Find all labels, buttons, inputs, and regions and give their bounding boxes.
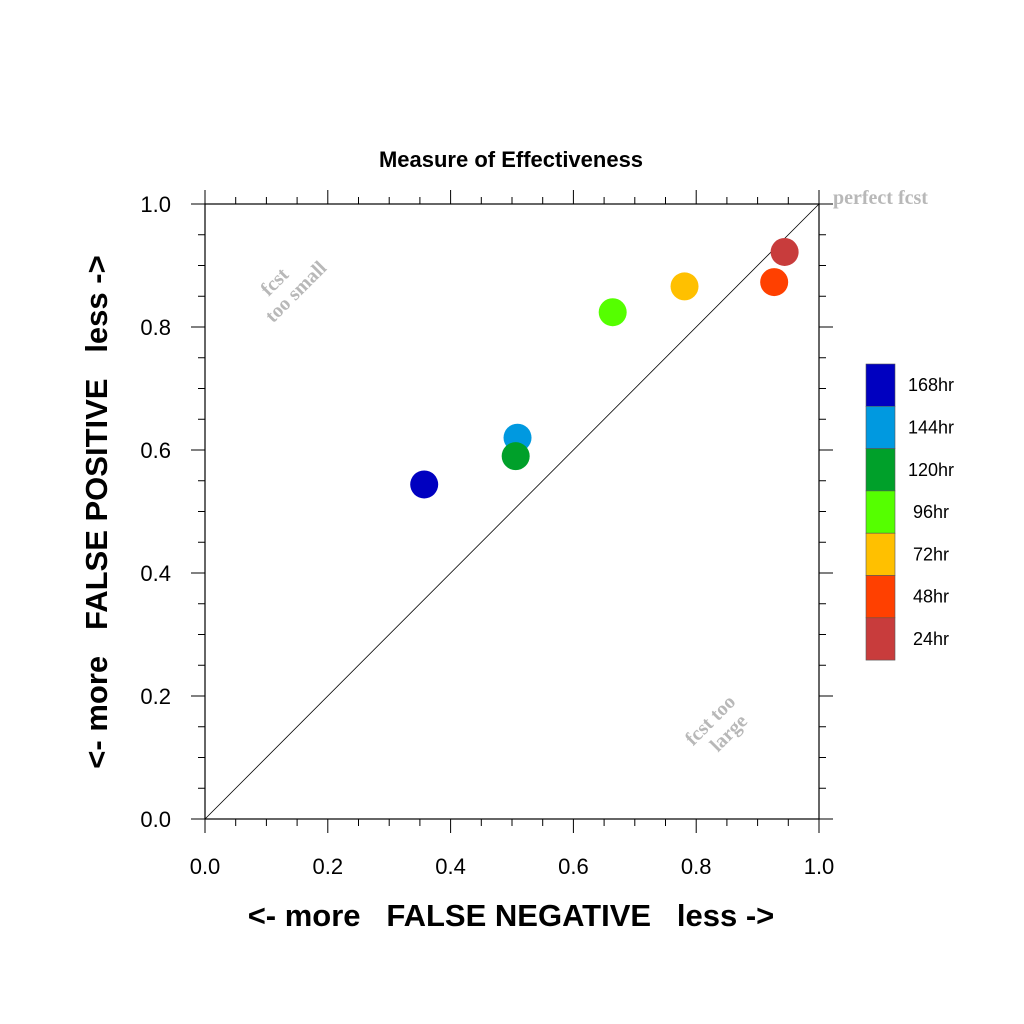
legend-label-168hr: 168hr bbox=[908, 375, 954, 395]
legend-swatch-120hr bbox=[865, 448, 896, 492]
legend-label-96hr: 96hr bbox=[913, 502, 949, 522]
legend-label-120hr: 120hr bbox=[908, 460, 954, 480]
legend-swatch-48hr bbox=[865, 575, 896, 619]
legend-swatch-24hr bbox=[865, 617, 896, 661]
x-axis-label: <- more FALSE NEGATIVE less -> bbox=[248, 898, 775, 933]
too-small-annotation: fcst too small bbox=[256, 257, 331, 327]
data-points bbox=[410, 237, 799, 499]
point-48hr bbox=[760, 268, 789, 297]
y-tick-label: 0.4 bbox=[140, 561, 171, 586]
y-tick-label: 0.0 bbox=[140, 807, 171, 832]
x-tick-label: 0.6 bbox=[558, 854, 589, 879]
too-large-annotation: fcst too large bbox=[681, 691, 752, 756]
x-tick-label: 1.0 bbox=[804, 854, 835, 879]
point-120hr bbox=[501, 442, 530, 471]
y-tick-label: 0.6 bbox=[140, 438, 171, 463]
x-tick-label: 0.4 bbox=[435, 854, 466, 879]
y-tick-label: 1.0 bbox=[140, 192, 171, 217]
legend-swatch-144hr bbox=[865, 405, 896, 449]
y-axis-label: <- more FALSE POSITIVE less -> bbox=[79, 255, 114, 768]
x-tick-label: 0.8 bbox=[681, 854, 712, 879]
legend-swatch-72hr bbox=[865, 532, 896, 576]
legend-label-144hr: 144hr bbox=[908, 417, 954, 437]
y-tick-label: 0.2 bbox=[140, 684, 171, 709]
point-72hr bbox=[670, 272, 699, 301]
axis-ticks bbox=[191, 190, 833, 833]
tick-labels: 0.0 0.2 0.4 0.6 0.8 1.0 0.0 0.2 0.4 0.6 0.8 1.0 bbox=[140, 192, 834, 879]
legend: 168hr 144hr 120hr 96hr 72hr 48hr 24hr bbox=[865, 363, 954, 661]
chart-title: Measure of Effectiveness bbox=[379, 147, 643, 172]
point-24hr bbox=[770, 237, 799, 266]
point-96hr bbox=[598, 298, 627, 327]
perfect-forecast-diagonal bbox=[204, 203, 820, 820]
legend-label-72hr: 72hr bbox=[913, 544, 949, 564]
legend-swatch-168hr bbox=[865, 363, 896, 407]
y-tick-label: 0.8 bbox=[140, 315, 171, 340]
x-tick-label: 0.2 bbox=[313, 854, 344, 879]
legend-label-24hr: 24hr bbox=[913, 629, 949, 649]
legend-swatch-96hr bbox=[865, 490, 896, 534]
legend-label-48hr: 48hr bbox=[913, 587, 949, 607]
perfect-forecast-annotation: perfect fcst bbox=[833, 187, 928, 209]
point-168hr bbox=[410, 470, 439, 499]
x-tick-label: 0.0 bbox=[190, 854, 221, 879]
